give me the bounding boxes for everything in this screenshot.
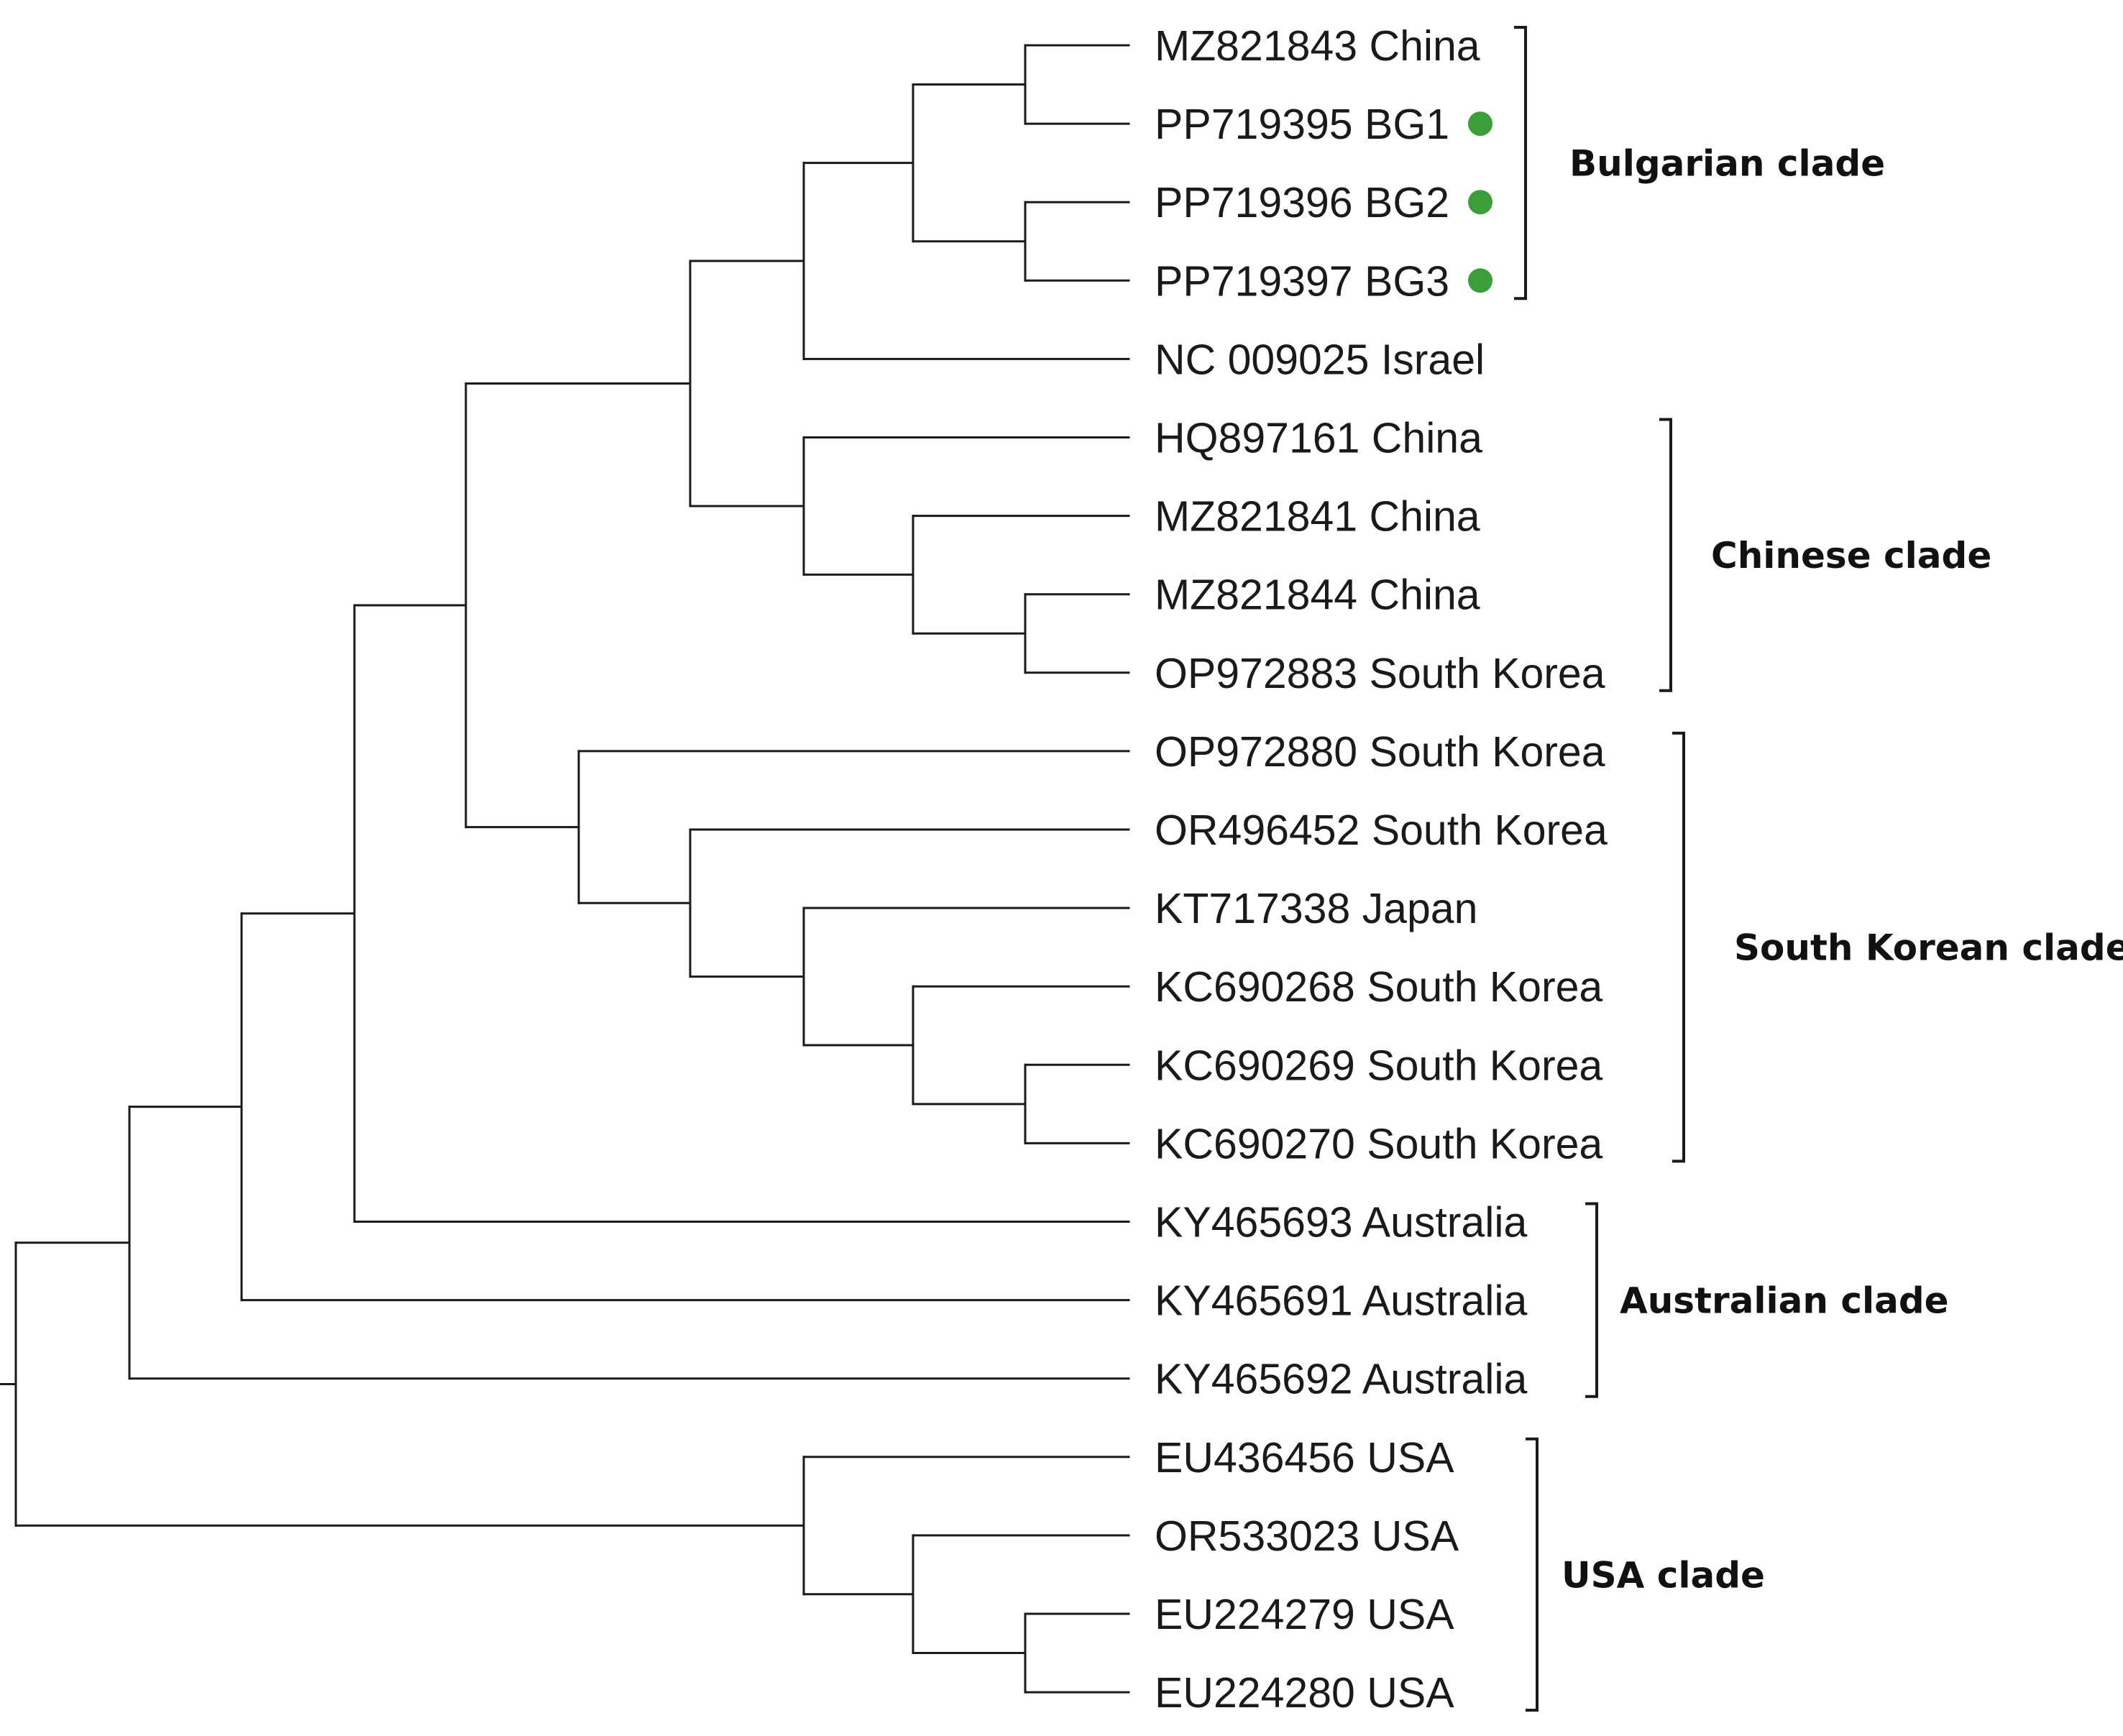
taxon-label: HQ897161 China <box>1155 415 1482 462</box>
taxon-label: MZ821844 China <box>1155 571 1480 619</box>
taxon-label: EU224279 USA <box>1155 1591 1454 1638</box>
clade-labels: Bulgarian clade Chinese clade South Korean… <box>1562 143 2123 1597</box>
clade-label: USA clade <box>1562 1554 1765 1596</box>
taxon-label: PP719396 BG2 <box>1155 179 1449 226</box>
clade-label: Bulgarian clade <box>1569 143 1885 185</box>
taxon-label: KC690268 South Korea <box>1155 963 1602 1011</box>
taxon-label: OR496452 South Korea <box>1155 807 1608 854</box>
clade-bracket <box>1526 1437 1539 1712</box>
taxon-label: KY465692 Australia <box>1155 1356 1527 1403</box>
clade-bracket <box>1585 1202 1598 1398</box>
clade-bracket <box>1672 731 1685 1163</box>
taxon-label: PP719397 BG3 <box>1155 257 1449 305</box>
taxon-label: KC690270 South Korea <box>1155 1120 1602 1167</box>
taxon-label: EU224280 USA <box>1155 1669 1454 1717</box>
taxon-labels: MZ821843 China PP719395 BG1 PP719396 BG2 PP… <box>1155 22 1608 1717</box>
clade-label: South Korean clade <box>1734 927 2123 969</box>
clade-label: Australian clade <box>1620 1280 1949 1322</box>
taxon-label: KY465691 Australia <box>1155 1277 1527 1325</box>
taxon-label: OP972880 South Korea <box>1155 728 1605 776</box>
sample-marker-dot <box>1468 190 1492 215</box>
clade-bracket <box>1659 418 1672 692</box>
taxon-label: PP719395 BG1 <box>1155 101 1449 148</box>
taxon-label: MZ821843 China <box>1155 22 1480 70</box>
taxon-label: KY465693 Australia <box>1155 1199 1527 1246</box>
clade-brackets <box>1514 26 1685 1712</box>
taxon-label: OP972883 South Korea <box>1155 650 1605 697</box>
sample-marker-dot <box>1468 111 1492 137</box>
taxon-label: NC 009025 Israel <box>1155 336 1485 383</box>
taxon-label: KT717338 Japan <box>1155 885 1477 932</box>
taxon-label: EU436456 USA <box>1155 1434 1454 1482</box>
tree-branches <box>0 44 1130 1694</box>
taxon-label: OR533023 USA <box>1155 1512 1459 1560</box>
clade-label: Chinese clade <box>1711 535 1991 577</box>
sample-marker-dot <box>1468 268 1492 293</box>
taxon-label: MZ821841 China <box>1155 493 1480 541</box>
clade-bracket <box>1514 26 1527 300</box>
sample-markers <box>1468 111 1492 293</box>
taxon-label: KC690269 South Korea <box>1155 1042 1602 1089</box>
